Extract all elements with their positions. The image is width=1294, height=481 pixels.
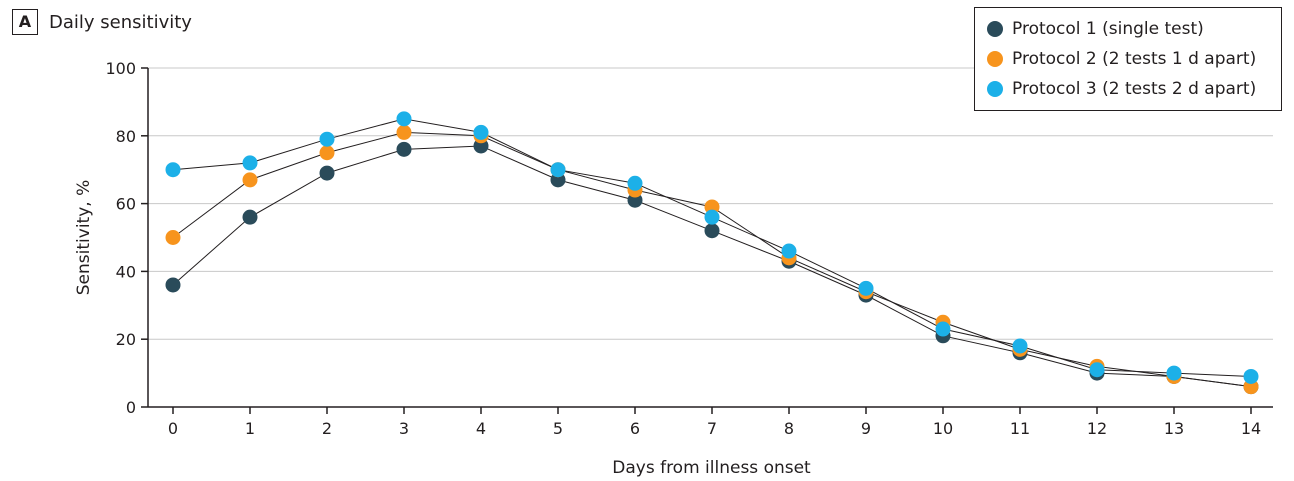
y-tick-label: 80 xyxy=(116,127,136,146)
data-point-protocol-3 xyxy=(627,175,643,191)
x-tick-label: 1 xyxy=(245,419,255,438)
data-point-protocol-3 xyxy=(319,131,335,147)
data-point-protocol-3 xyxy=(396,111,412,127)
x-tick-label: 14 xyxy=(1241,419,1261,438)
series-line-protocol-1 xyxy=(172,145,1252,388)
data-point-protocol-1 xyxy=(704,223,720,239)
data-point-protocol-3 xyxy=(1089,362,1105,378)
data-point-protocol-1 xyxy=(396,141,412,157)
legend-item-protocol-3: Protocol 3 (2 tests 2 d apart) xyxy=(987,74,1281,104)
data-point-protocol-3 xyxy=(858,280,874,296)
chart-title: Daily sensitivity xyxy=(49,11,192,33)
data-point-protocol-2 xyxy=(165,230,181,245)
x-tick-label: 12 xyxy=(1087,419,1107,438)
x-tick-label: 4 xyxy=(476,419,486,438)
data-point-protocol-2 xyxy=(319,145,335,161)
data-point-protocol-1 xyxy=(165,277,181,293)
legend-label-protocol-3: Protocol 3 (2 tests 2 d apart) xyxy=(1012,79,1257,99)
data-point-protocol-3 xyxy=(473,124,489,140)
y-tick-label: 0 xyxy=(126,398,136,417)
data-point-protocol-3 xyxy=(704,209,720,225)
x-axis-title: Days from illness onset xyxy=(612,458,811,478)
legend-label-protocol-2: Protocol 2 (2 tests 1 d apart) xyxy=(1012,49,1257,69)
y-axis-title: Sensitivity, % xyxy=(74,180,94,295)
x-tick-label: 9 xyxy=(861,419,871,438)
data-point-protocol-3 xyxy=(935,321,951,337)
legend-item-protocol-1: Protocol 1 (single test) xyxy=(987,14,1281,44)
panel-header: A Daily sensitivity xyxy=(12,8,192,36)
data-point-protocol-1 xyxy=(242,209,258,225)
y-tick-label: 100 xyxy=(105,59,136,78)
series-line-protocol-3 xyxy=(172,118,1252,377)
x-tick-label: 6 xyxy=(630,419,640,438)
data-point-protocol-3 xyxy=(1166,365,1182,381)
x-tick-label: 7 xyxy=(707,419,717,438)
legend-marker-protocol-2 xyxy=(987,51,1003,67)
legend-marker-protocol-3 xyxy=(987,81,1003,97)
x-tick-label: 0 xyxy=(168,419,178,438)
data-point-protocol-2 xyxy=(396,124,412,140)
data-point-protocol-3 xyxy=(550,162,566,178)
y-tick-label: 60 xyxy=(116,195,136,214)
data-point-protocol-3 xyxy=(1243,368,1259,384)
legend-label-protocol-1: Protocol 1 (single test) xyxy=(1012,19,1204,39)
x-tick-label: 5 xyxy=(553,419,563,438)
x-tick-label: 13 xyxy=(1164,419,1184,438)
y-tick-label: 40 xyxy=(116,262,136,281)
series-layer xyxy=(165,111,1259,395)
gridlines xyxy=(148,67,1273,340)
data-point-protocol-3 xyxy=(242,155,258,171)
x-tick-label: 2 xyxy=(322,419,332,438)
legend-item-protocol-2: Protocol 2 (2 tests 1 d apart) xyxy=(987,44,1281,74)
data-point-protocol-3 xyxy=(1012,338,1028,354)
legend: Protocol 1 (single test) Protocol 2 (2 t… xyxy=(974,7,1282,111)
data-point-protocol-3 xyxy=(781,243,797,259)
data-point-protocol-1 xyxy=(319,165,335,181)
panel-letter: A xyxy=(12,9,38,35)
legend-marker-protocol-1 xyxy=(987,21,1003,37)
y-tick-label: 20 xyxy=(116,330,136,349)
x-tick-label: 10 xyxy=(933,419,953,438)
x-tick-label: 11 xyxy=(1010,419,1030,438)
data-point-protocol-3 xyxy=(165,162,181,178)
x-tick-label: 3 xyxy=(399,419,409,438)
data-point-protocol-2 xyxy=(242,172,258,188)
x-tick-label: 8 xyxy=(784,419,794,438)
